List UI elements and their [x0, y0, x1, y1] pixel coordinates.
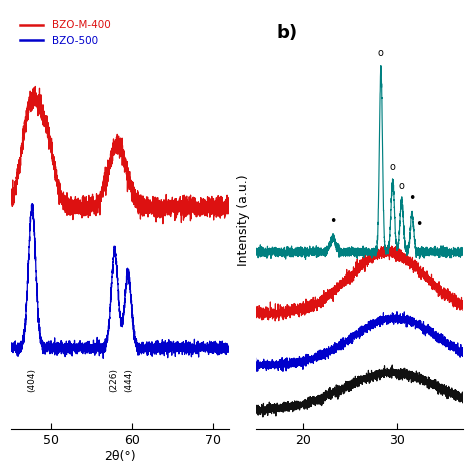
X-axis label: 2θ(°): 2θ(°)	[104, 450, 136, 463]
Text: •: •	[408, 192, 416, 205]
Text: (404): (404)	[27, 368, 36, 392]
Text: (444): (444)	[124, 368, 133, 392]
Text: •: •	[329, 216, 337, 228]
Legend: BZO-M-400, BZO-500: BZO-M-400, BZO-500	[16, 16, 115, 50]
Text: o: o	[378, 48, 384, 58]
Text: o: o	[399, 181, 405, 191]
Y-axis label: Intensity (a.u.): Intensity (a.u.)	[237, 174, 250, 266]
Text: o: o	[390, 162, 396, 172]
Text: b): b)	[276, 24, 298, 42]
Text: (226): (226)	[109, 368, 118, 392]
Text: •: •	[415, 218, 422, 231]
